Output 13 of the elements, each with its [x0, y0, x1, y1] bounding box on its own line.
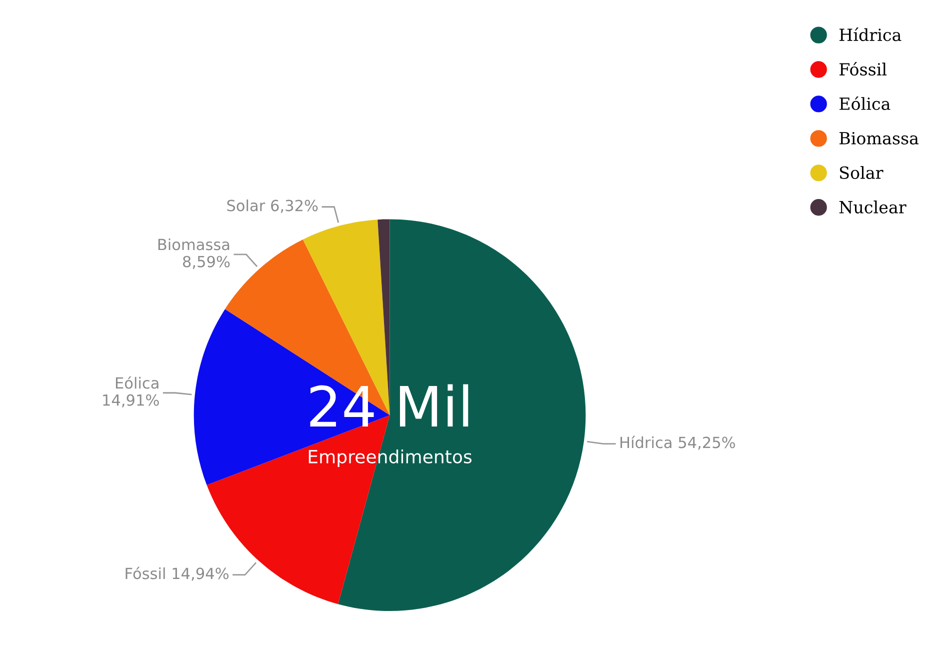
data-label: Fóssil 14,94%	[126, 566, 229, 581]
legend-label: Fóssil	[840, 62, 887, 76]
data-label: Eólica 14,91%	[103, 376, 159, 408]
legend-label: Hídrica	[840, 28, 902, 42]
data-label: Hídrica 54,25%	[620, 436, 736, 450]
legend-label: Nuclear	[839, 200, 906, 214]
data-label: Solar 6,32%	[227, 199, 318, 213]
data-label: Biomassa 8,59%	[158, 238, 230, 269]
legend-label: Biomassa	[840, 132, 919, 145]
text: 24 Mil	[310, 384, 468, 427]
legend-label: Eólica	[840, 96, 890, 110]
legend-label: Solar	[840, 166, 884, 179]
pie-slice	[378, 219, 390, 416]
